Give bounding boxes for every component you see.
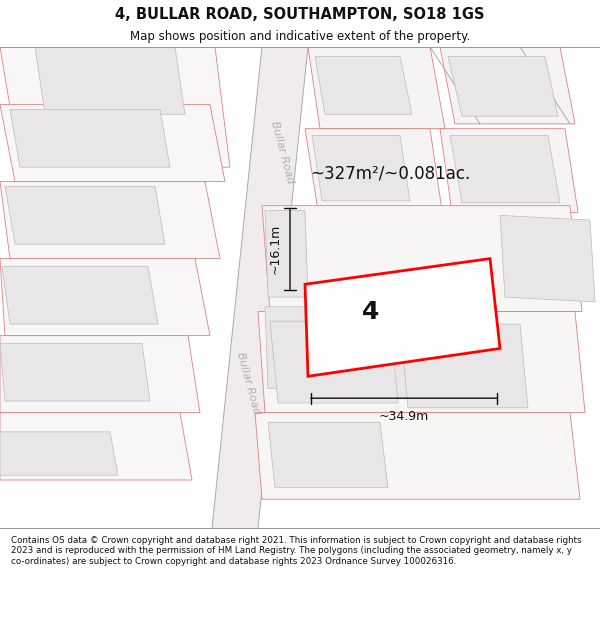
- Polygon shape: [308, 47, 445, 129]
- Polygon shape: [258, 311, 585, 412]
- Polygon shape: [0, 343, 150, 401]
- Polygon shape: [0, 336, 200, 412]
- Polygon shape: [315, 56, 412, 114]
- Text: 4: 4: [362, 300, 379, 324]
- Polygon shape: [400, 324, 528, 408]
- Polygon shape: [448, 56, 558, 116]
- Polygon shape: [265, 307, 370, 389]
- Polygon shape: [305, 259, 500, 376]
- Polygon shape: [370, 316, 495, 398]
- Polygon shape: [270, 321, 398, 403]
- Polygon shape: [10, 109, 170, 167]
- Polygon shape: [0, 412, 192, 480]
- Text: Bullar Road: Bullar Road: [235, 351, 261, 416]
- Text: Bullar Road: Bullar Road: [269, 121, 295, 185]
- Text: ~16.1m: ~16.1m: [269, 224, 282, 274]
- Polygon shape: [305, 129, 442, 211]
- Polygon shape: [255, 412, 580, 499]
- Polygon shape: [0, 432, 118, 475]
- Text: Map shows position and indicative extent of the property.: Map shows position and indicative extent…: [130, 30, 470, 43]
- Polygon shape: [0, 182, 220, 259]
- Polygon shape: [265, 211, 308, 297]
- Polygon shape: [262, 206, 582, 311]
- Polygon shape: [0, 104, 225, 182]
- Polygon shape: [440, 47, 575, 124]
- Polygon shape: [212, 47, 308, 528]
- Polygon shape: [312, 136, 410, 201]
- Polygon shape: [440, 129, 578, 213]
- Polygon shape: [500, 215, 595, 302]
- Text: 4, BULLAR ROAD, SOUTHAMPTON, SO18 1GS: 4, BULLAR ROAD, SOUTHAMPTON, SO18 1GS: [115, 6, 485, 21]
- Polygon shape: [0, 259, 210, 336]
- Text: Contains OS data © Crown copyright and database right 2021. This information is : Contains OS data © Crown copyright and d…: [11, 536, 581, 566]
- Polygon shape: [0, 47, 230, 167]
- Text: ~327m²/~0.081ac.: ~327m²/~0.081ac.: [310, 165, 470, 183]
- Text: ~34.9m: ~34.9m: [379, 410, 429, 422]
- Polygon shape: [450, 136, 560, 202]
- Polygon shape: [268, 422, 388, 488]
- Polygon shape: [5, 186, 165, 244]
- Polygon shape: [35, 47, 185, 114]
- Polygon shape: [2, 266, 158, 324]
